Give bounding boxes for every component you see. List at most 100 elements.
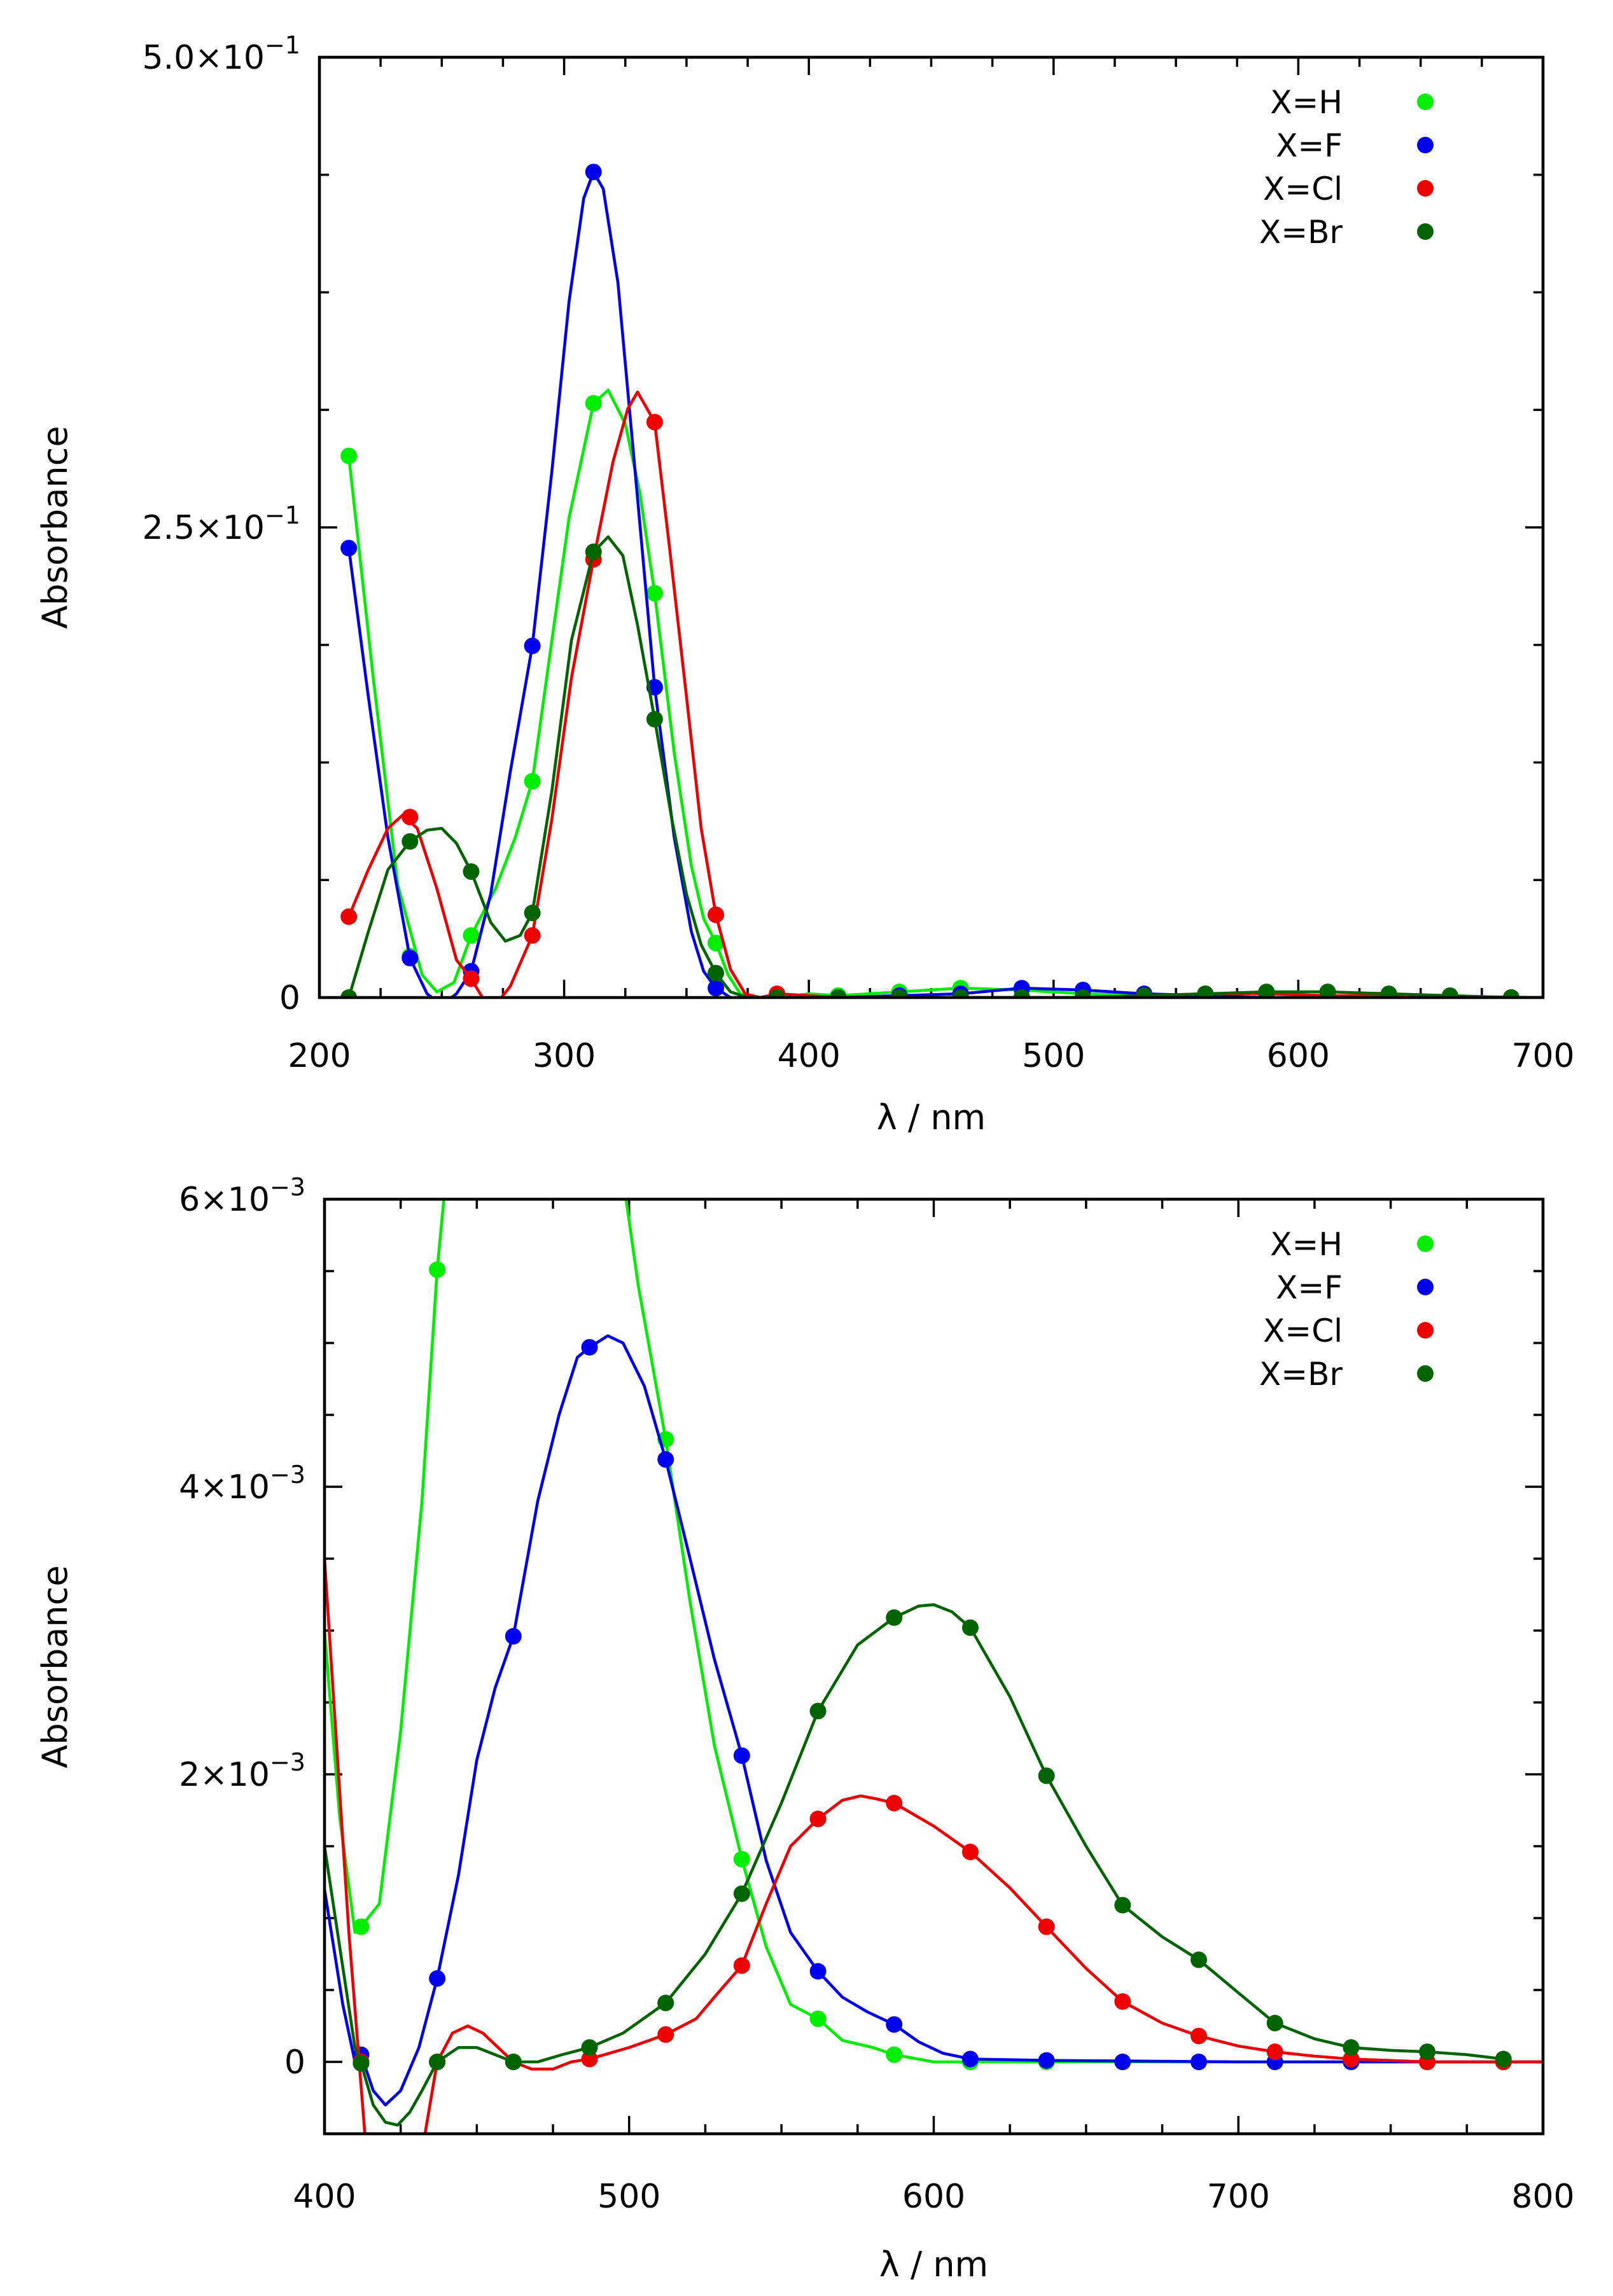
data-point [524, 773, 541, 790]
data-point [733, 1747, 750, 1764]
data-point [809, 1811, 827, 1828]
data-point [585, 543, 602, 560]
y-axis-label: Absorbance [35, 1565, 75, 1768]
series-line [325, 1199, 1543, 2064]
data-point [1197, 985, 1214, 998]
y-tick-label: 5.0×10−1 [143, 31, 300, 77]
legend-label: X=F [1276, 1269, 1343, 1306]
data-point [429, 1261, 446, 1278]
data-point [1495, 2050, 1512, 2068]
legend-label: X=H [1270, 84, 1343, 121]
legend-label: X=Br [1259, 214, 1343, 251]
data-point [1503, 989, 1519, 998]
series-X=F [340, 164, 1543, 998]
data-point [1191, 2054, 1208, 2070]
data-point [1343, 2039, 1360, 2056]
data-point [429, 2054, 446, 2070]
data-point [809, 2010, 827, 2028]
y-tick-label: 2×10−3 [179, 1748, 305, 1794]
plot-frame [323, 1197, 1545, 2136]
series-X=H [340, 388, 1543, 998]
legend-marker [1417, 94, 1434, 110]
data-point [505, 1628, 522, 1645]
series-line [325, 1558, 1543, 2134]
data-point [340, 447, 358, 464]
data-point [708, 935, 725, 952]
data-point [886, 1795, 903, 1812]
data-point [886, 1609, 903, 1626]
legend-marker [1417, 223, 1434, 240]
data-point [524, 927, 541, 944]
data-point [463, 863, 480, 880]
legend-marker [1417, 180, 1434, 197]
y-axis-label: Absorbance [35, 426, 75, 629]
data-point [1266, 2014, 1283, 2031]
legend-marker [1417, 1235, 1434, 1252]
x-axis-label: λ / nm [879, 2244, 988, 2285]
data-point [1191, 2028, 1208, 2045]
x-tick-label: 500 [1022, 1037, 1085, 1075]
data-point [657, 2026, 674, 2043]
data-point [646, 711, 663, 728]
x-tick-label: 700 [1207, 2178, 1270, 2216]
x-tick-label: 200 [288, 1037, 351, 1075]
legend-marker [1417, 1365, 1434, 1382]
data-point [463, 927, 480, 944]
data-point [1074, 989, 1091, 998]
data-point [708, 980, 725, 997]
data-point [585, 164, 602, 181]
data-point [886, 2016, 903, 2033]
legend-marker [1417, 137, 1434, 153]
data-point [581, 2050, 598, 2068]
data-point [353, 2055, 370, 2072]
series-line [347, 388, 1543, 998]
legend-label: X=F [1276, 127, 1343, 164]
x-tick-label: 400 [293, 2178, 356, 2216]
data-point [1114, 1993, 1131, 2010]
data-point [585, 394, 602, 412]
x-tick-label: 800 [1511, 2178, 1574, 2216]
series-line [347, 535, 1543, 998]
data-point [1038, 1918, 1055, 1935]
data-point [582, 933, 598, 950]
data-point [952, 989, 969, 998]
legend-label: X=Cl [1263, 170, 1343, 207]
data-point [340, 908, 358, 925]
series-X=Cl [340, 390, 1543, 998]
data-point [1258, 984, 1275, 998]
data-point [463, 970, 480, 987]
data-point [769, 989, 786, 998]
data-point [1380, 985, 1397, 998]
data-point [1266, 2043, 1283, 2061]
x-tick-label: 600 [902, 2178, 965, 2216]
data-point [1038, 1767, 1055, 1785]
data-point [402, 809, 419, 826]
x-tick-label: 500 [597, 2178, 660, 2216]
data-point [1343, 2050, 1360, 2068]
y-tick-label: 0 [279, 979, 300, 1017]
data-point [961, 1619, 979, 1636]
y-tick-label: 6×10−3 [179, 1173, 305, 1219]
data-point [524, 637, 541, 655]
data-point [809, 1963, 827, 1980]
series-X=F [325, 1334, 1543, 2107]
data-point [657, 1451, 674, 1468]
series-X=Br [325, 1603, 1512, 2127]
data-point [353, 1918, 370, 1935]
series-X=Br [340, 535, 1543, 998]
data-point [581, 2039, 598, 2056]
legend-marker [1417, 1279, 1434, 1295]
x-tick-label: 300 [533, 1037, 596, 1075]
data-point [1013, 989, 1030, 998]
data-point [657, 1994, 674, 2012]
data-point [646, 585, 663, 602]
series-X=H [325, 933, 1543, 2070]
data-point [524, 904, 541, 921]
data-point [733, 1957, 750, 1974]
data-point [1038, 2052, 1055, 2069]
data-point [1441, 987, 1458, 998]
legend-marker [1417, 1322, 1434, 1339]
series-line [347, 170, 1543, 998]
data-point [809, 1702, 827, 1720]
data-point [1114, 1896, 1131, 1914]
